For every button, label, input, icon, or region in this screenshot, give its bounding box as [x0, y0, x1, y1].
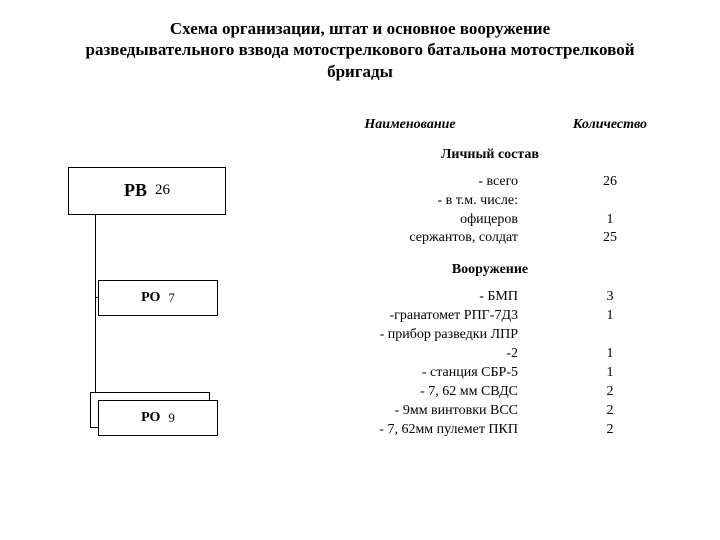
- org-node-child2-label: РО: [141, 410, 160, 426]
- org-node-child1-label: РО: [141, 290, 160, 306]
- row-qty: 2: [530, 383, 690, 402]
- row-name: - 7, 62мм пулемет ПКП: [290, 421, 530, 440]
- rows-personnel: - всего26- в т.м. числе:офицеров1сержант…: [290, 173, 690, 249]
- row-qty: 26: [530, 173, 690, 192]
- row-qty: 1: [530, 307, 690, 326]
- row-qty: 2: [530, 402, 690, 421]
- table-row: - 7, 62 мм СВДС2: [290, 383, 690, 402]
- row-qty: 1: [530, 211, 690, 230]
- org-node-child2-num: 9: [168, 410, 175, 426]
- title-line-2: разведывательного взвода мотострелкового…: [20, 39, 700, 60]
- row-name: -2: [290, 345, 530, 364]
- connector-vertical: [95, 215, 96, 417]
- page-title: Схема организации, штат и основное воору…: [0, 0, 720, 82]
- rows-armament: - БМП3-гранатомет РПГ-7Д31- прибор разве…: [290, 288, 690, 439]
- row-name: - станция СБР-5: [290, 364, 530, 383]
- org-node-child1-num: 7: [168, 290, 175, 306]
- row-qty: 1: [530, 364, 690, 383]
- row-name: - в т.м. числе:: [290, 192, 530, 211]
- row-qty: 25: [530, 229, 690, 248]
- header-name: Наименование: [290, 117, 530, 133]
- table-row: -21: [290, 345, 690, 364]
- row-qty: [530, 192, 690, 211]
- row-name: - 9мм винтовки ВСС: [290, 402, 530, 421]
- table-row: - станция СБР-51: [290, 364, 690, 383]
- org-node-root-num: 26: [155, 182, 170, 199]
- row-name: - прибор разведки ЛПР: [290, 326, 530, 345]
- table-row: - 7, 62мм пулемет ПКП2: [290, 421, 690, 440]
- table-row: - БМП3: [290, 288, 690, 307]
- org-node-root-label: РВ: [124, 180, 147, 201]
- row-qty: 2: [530, 421, 690, 440]
- row-name: -гранатомет РПГ-7Д3: [290, 307, 530, 326]
- table-row: сержантов, солдат25: [290, 229, 690, 248]
- org-node-root: РВ 26: [68, 167, 226, 215]
- section-personnel: Личный состав: [290, 147, 690, 163]
- header-qty: Количество: [530, 117, 690, 133]
- row-name: - всего: [290, 173, 530, 192]
- section-armament: Вооружение: [290, 262, 690, 278]
- table-row: офицеров1: [290, 211, 690, 230]
- row-name: - БМП: [290, 288, 530, 307]
- row-name: сержантов, солдат: [290, 229, 530, 248]
- row-qty: 1: [530, 345, 690, 364]
- table-header: Наименование Количество: [290, 117, 690, 133]
- title-line-1: Схема организации, штат и основное воору…: [20, 18, 700, 39]
- spec-table: Наименование Количество Личный состав - …: [290, 117, 690, 440]
- row-qty: [530, 326, 690, 345]
- table-row: - всего26: [290, 173, 690, 192]
- org-node-child1: РО 7: [98, 280, 218, 316]
- content-area: РВ 26 РО 7 РО 9 Наименование Количество …: [0, 82, 720, 527]
- table-row: - 9мм винтовки ВСС2: [290, 402, 690, 421]
- table-row: - прибор разведки ЛПР: [290, 326, 690, 345]
- table-row: - в т.м. числе:: [290, 192, 690, 211]
- row-qty: 3: [530, 288, 690, 307]
- table-row: -гранатомет РПГ-7Д31: [290, 307, 690, 326]
- title-line-3: бригады: [20, 61, 700, 82]
- row-name: - 7, 62 мм СВДС: [290, 383, 530, 402]
- org-node-child2: РО 9: [98, 400, 218, 436]
- row-name: офицеров: [290, 211, 530, 230]
